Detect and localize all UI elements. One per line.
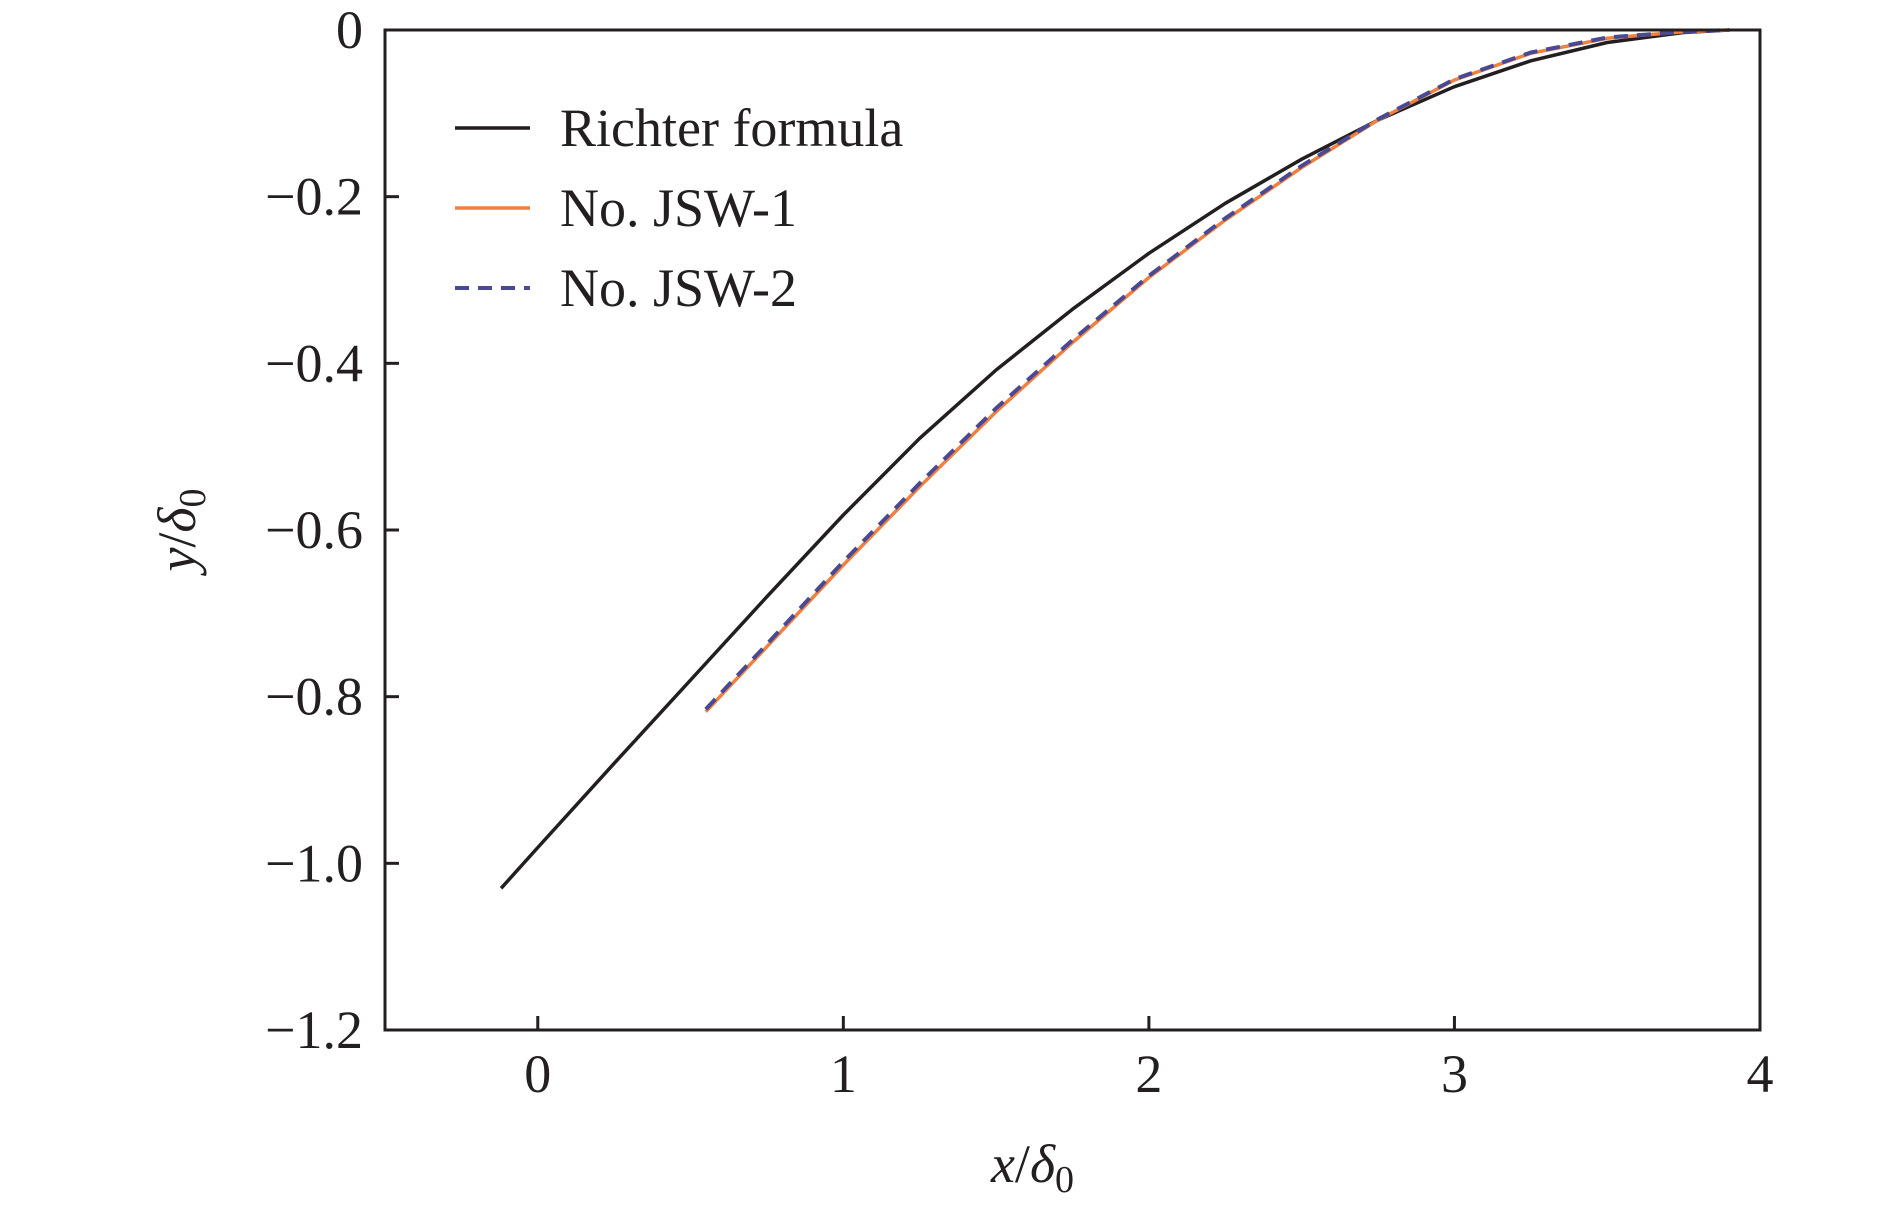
y-axis-label: y/δ0 (147, 488, 214, 576)
x-tick-label: 3 (1441, 1044, 1468, 1104)
legend-label-1: Richter formula (560, 98, 903, 158)
x-tick-label: 1 (830, 1044, 857, 1104)
legend: Richter formula No. JSW-1 No. JSW-2 (455, 98, 903, 318)
x-tick-label: 0 (524, 1044, 551, 1104)
x-axis-label: x/δ0 (990, 1134, 1074, 1201)
y-tick-label: −1.0 (265, 833, 363, 893)
x-tick-label: 4 (1747, 1044, 1774, 1104)
y-tick-label: 0 (336, 0, 363, 60)
y-tick-label: −0.4 (265, 333, 363, 393)
y-tick-label: −0.2 (265, 167, 363, 227)
axis-ticks: 0 1 2 3 4 0 −0.2 −0.4 −0.6 −0.8 −1.0 −1.2 (265, 0, 1773, 1104)
y-tick-label: −1.2 (265, 1000, 363, 1060)
y-tick-label: −0.6 (265, 500, 363, 560)
x-tick-label: 2 (1135, 1044, 1162, 1104)
y-axis-label-group: y/δ0 (147, 488, 214, 576)
series-lines (499, 28, 1730, 890)
y-tick-label: −0.8 (265, 667, 363, 727)
series-line-1 (499, 28, 1730, 890)
series-line-3 (704, 28, 1730, 711)
legend-label-3: No. JSW-2 (560, 258, 797, 318)
legend-label-2: No. JSW-1 (560, 178, 797, 238)
